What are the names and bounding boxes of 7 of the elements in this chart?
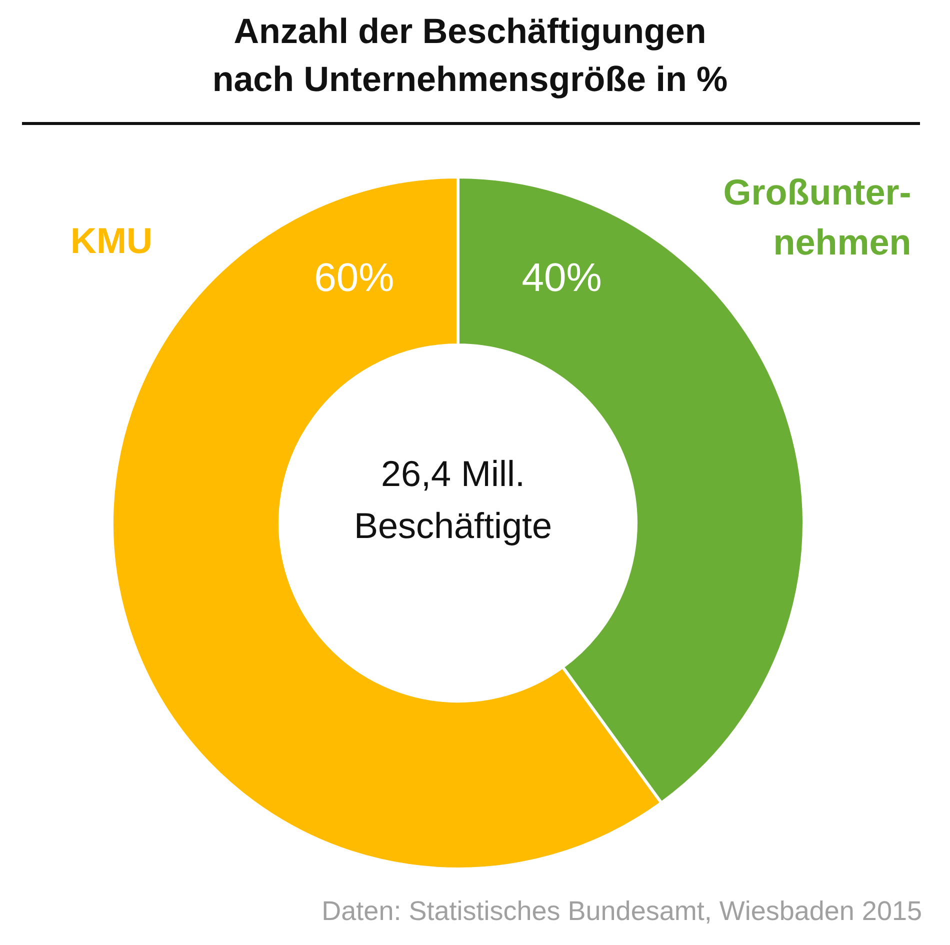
chart-title: Anzahl der Beschäftigungen nach Unternehmensgröße in % bbox=[211, 12, 729, 100]
text: Daten: Statistisches Bundesamt, Wiesbaden 2015 bbox=[322, 896, 922, 927]
slice-label: KMU bbox=[70, 220, 152, 262]
slice-label: Großunter- nehmen bbox=[723, 172, 912, 263]
data-label: 60% bbox=[314, 256, 394, 300]
text: 26,4 Mill. Beschäftigte bbox=[352, 452, 554, 548]
data-label: 40% bbox=[522, 256, 602, 300]
